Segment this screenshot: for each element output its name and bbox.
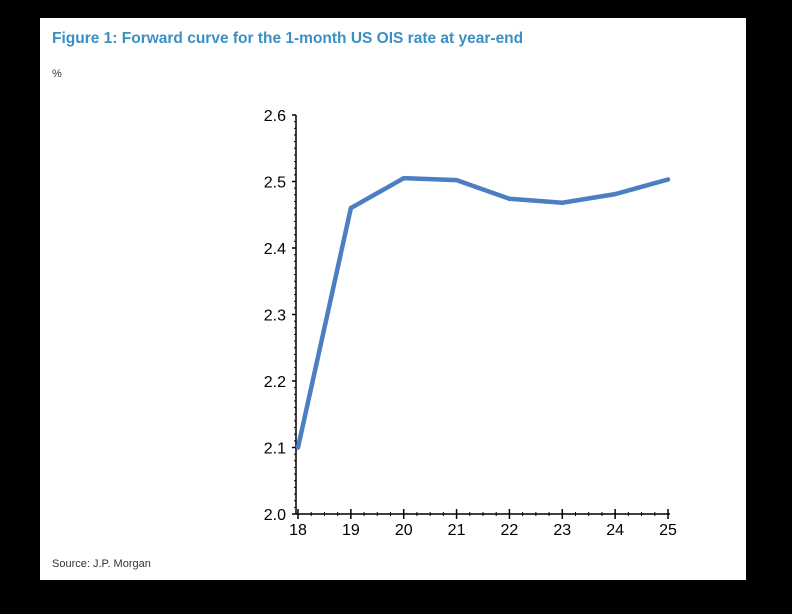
y-tick-label: 2.0 xyxy=(264,507,286,524)
data-point xyxy=(507,196,512,201)
data-point xyxy=(612,191,618,197)
y-tick-label: 2.2 xyxy=(264,374,286,391)
x-tick-label: 20 xyxy=(395,522,413,539)
x-tick-label: 23 xyxy=(553,522,571,539)
x-tick-label: 25 xyxy=(659,522,677,539)
line-chart: 2.0 2.1 2.2 2.3 2.4 2.5 2.6 18 19 20 21 22 23 24 25 xyxy=(264,108,677,539)
x-tick-label: 24 xyxy=(606,522,624,539)
data-point xyxy=(454,177,459,183)
chart-title: Figure 1: Forward curve for the 1-month … xyxy=(52,30,524,47)
y-unit-label: % xyxy=(52,68,62,80)
source-note: Source: J.P. Morgan xyxy=(52,558,151,570)
y-tick-label: 2.4 xyxy=(264,241,286,258)
y-tick-label: 2.1 xyxy=(264,441,286,458)
data-point xyxy=(348,205,354,211)
x-tick-label: 22 xyxy=(501,522,519,539)
x-tick-label: 18 xyxy=(289,522,307,539)
data-point xyxy=(665,177,671,182)
y-tick-label: 2.3 xyxy=(264,308,286,325)
x-tick-label: 21 xyxy=(448,522,466,539)
chart-panel: Figure 1: Forward curve for the 1-month … xyxy=(40,18,746,580)
data-point xyxy=(401,175,406,181)
data-point xyxy=(295,445,301,450)
y-tick-label: 2.6 xyxy=(264,108,286,125)
x-tick-label: 19 xyxy=(342,522,360,539)
data-point xyxy=(560,200,565,205)
series-line xyxy=(295,175,671,450)
y-tick-label: 2.5 xyxy=(264,175,286,192)
